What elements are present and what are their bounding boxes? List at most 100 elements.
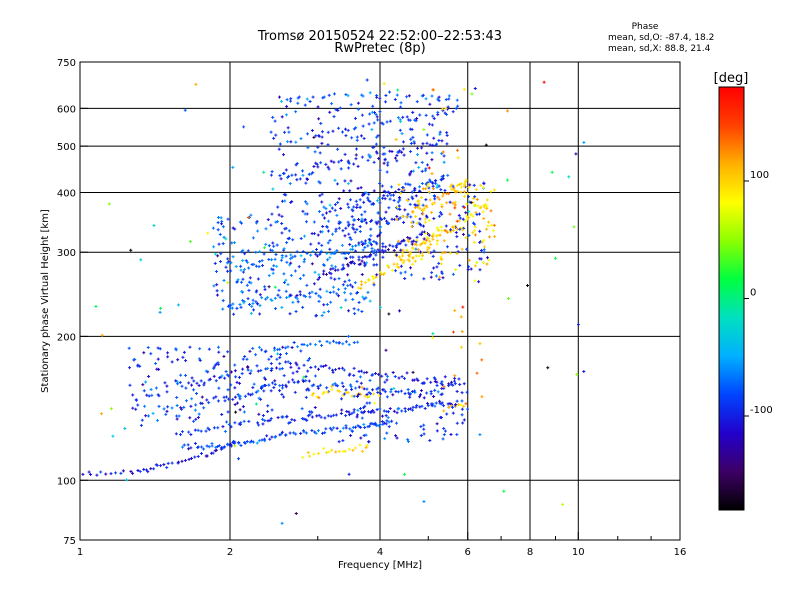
data-point [408,202,412,206]
data-point [425,141,429,145]
data-point [224,265,228,269]
data-point [422,230,426,234]
data-point [489,209,493,213]
data-point [329,276,333,280]
data-point [442,409,446,413]
data-point [443,111,447,115]
data-point [457,213,461,217]
data-point [337,197,341,201]
data-point [256,389,260,393]
data-point [287,130,291,134]
data-point [337,440,341,444]
data-point [460,413,464,417]
data-point [215,283,219,287]
data-point [193,441,197,445]
data-point [384,93,388,97]
data-point [136,363,140,367]
data-point [310,384,314,388]
data-point [355,227,359,231]
data-point [267,357,271,361]
data-point [278,384,282,388]
data-point [372,160,376,164]
data-point [367,277,371,281]
data-point [301,455,305,459]
data-point [361,255,365,259]
data-point [219,216,223,220]
data-point [317,294,321,298]
data-point [377,196,381,200]
data-point [399,264,403,268]
data-point [305,283,309,287]
data-point [369,410,373,414]
data-point [283,130,287,134]
data-point [267,257,271,261]
data-point [542,80,546,84]
data-point [416,146,420,150]
data-point [234,410,238,414]
data-point [437,261,441,265]
data-point [415,235,419,239]
data-point [435,183,439,187]
data-point [460,391,464,395]
data-point [298,290,302,294]
data-point [433,197,437,201]
data-point [267,274,271,278]
data-point [266,410,270,414]
data-point [187,430,191,434]
data-point [484,203,488,207]
data-point [270,258,274,262]
data-point [347,447,351,451]
data-point [325,340,329,344]
data-point [418,189,422,193]
data-point [231,302,235,306]
data-point [170,406,174,410]
data-point [266,218,270,222]
data-point [287,229,291,233]
data-point [399,101,403,105]
data-point [426,248,430,252]
data-point [403,409,407,413]
data-point [446,107,450,111]
data-point [190,383,194,387]
data-point [375,135,379,139]
data-point [415,117,419,121]
data-point [367,395,371,399]
data-point [149,352,153,356]
data-point [194,403,198,407]
data-point [246,297,250,301]
data-point [370,246,374,250]
data-point [461,217,465,221]
data-point [394,245,398,249]
data-point [355,203,359,207]
data-point [187,381,191,385]
x-tick-label: 4 [377,547,383,558]
data-point [399,389,403,393]
data-point [400,239,404,243]
data-point [226,388,230,392]
data-point [356,164,360,168]
data-point [419,393,423,397]
data-point [391,244,395,248]
data-point [271,249,275,253]
data-point [293,390,297,394]
data-point [306,359,310,363]
data-point [407,94,411,98]
data-point [239,268,243,272]
data-point [226,443,230,447]
data-point [165,409,169,413]
data-point [439,416,443,420]
data-point [363,210,367,214]
data-point [314,291,318,295]
data-point [180,430,184,434]
data-point [309,365,313,369]
data-point [343,152,347,156]
data-point [347,232,351,236]
data-point [454,403,458,407]
data-point [359,186,363,190]
data-point [280,305,284,309]
data-point [283,281,287,285]
data-point [326,241,330,245]
data-point [442,404,446,408]
data-point [198,358,202,362]
data-point [226,281,230,285]
